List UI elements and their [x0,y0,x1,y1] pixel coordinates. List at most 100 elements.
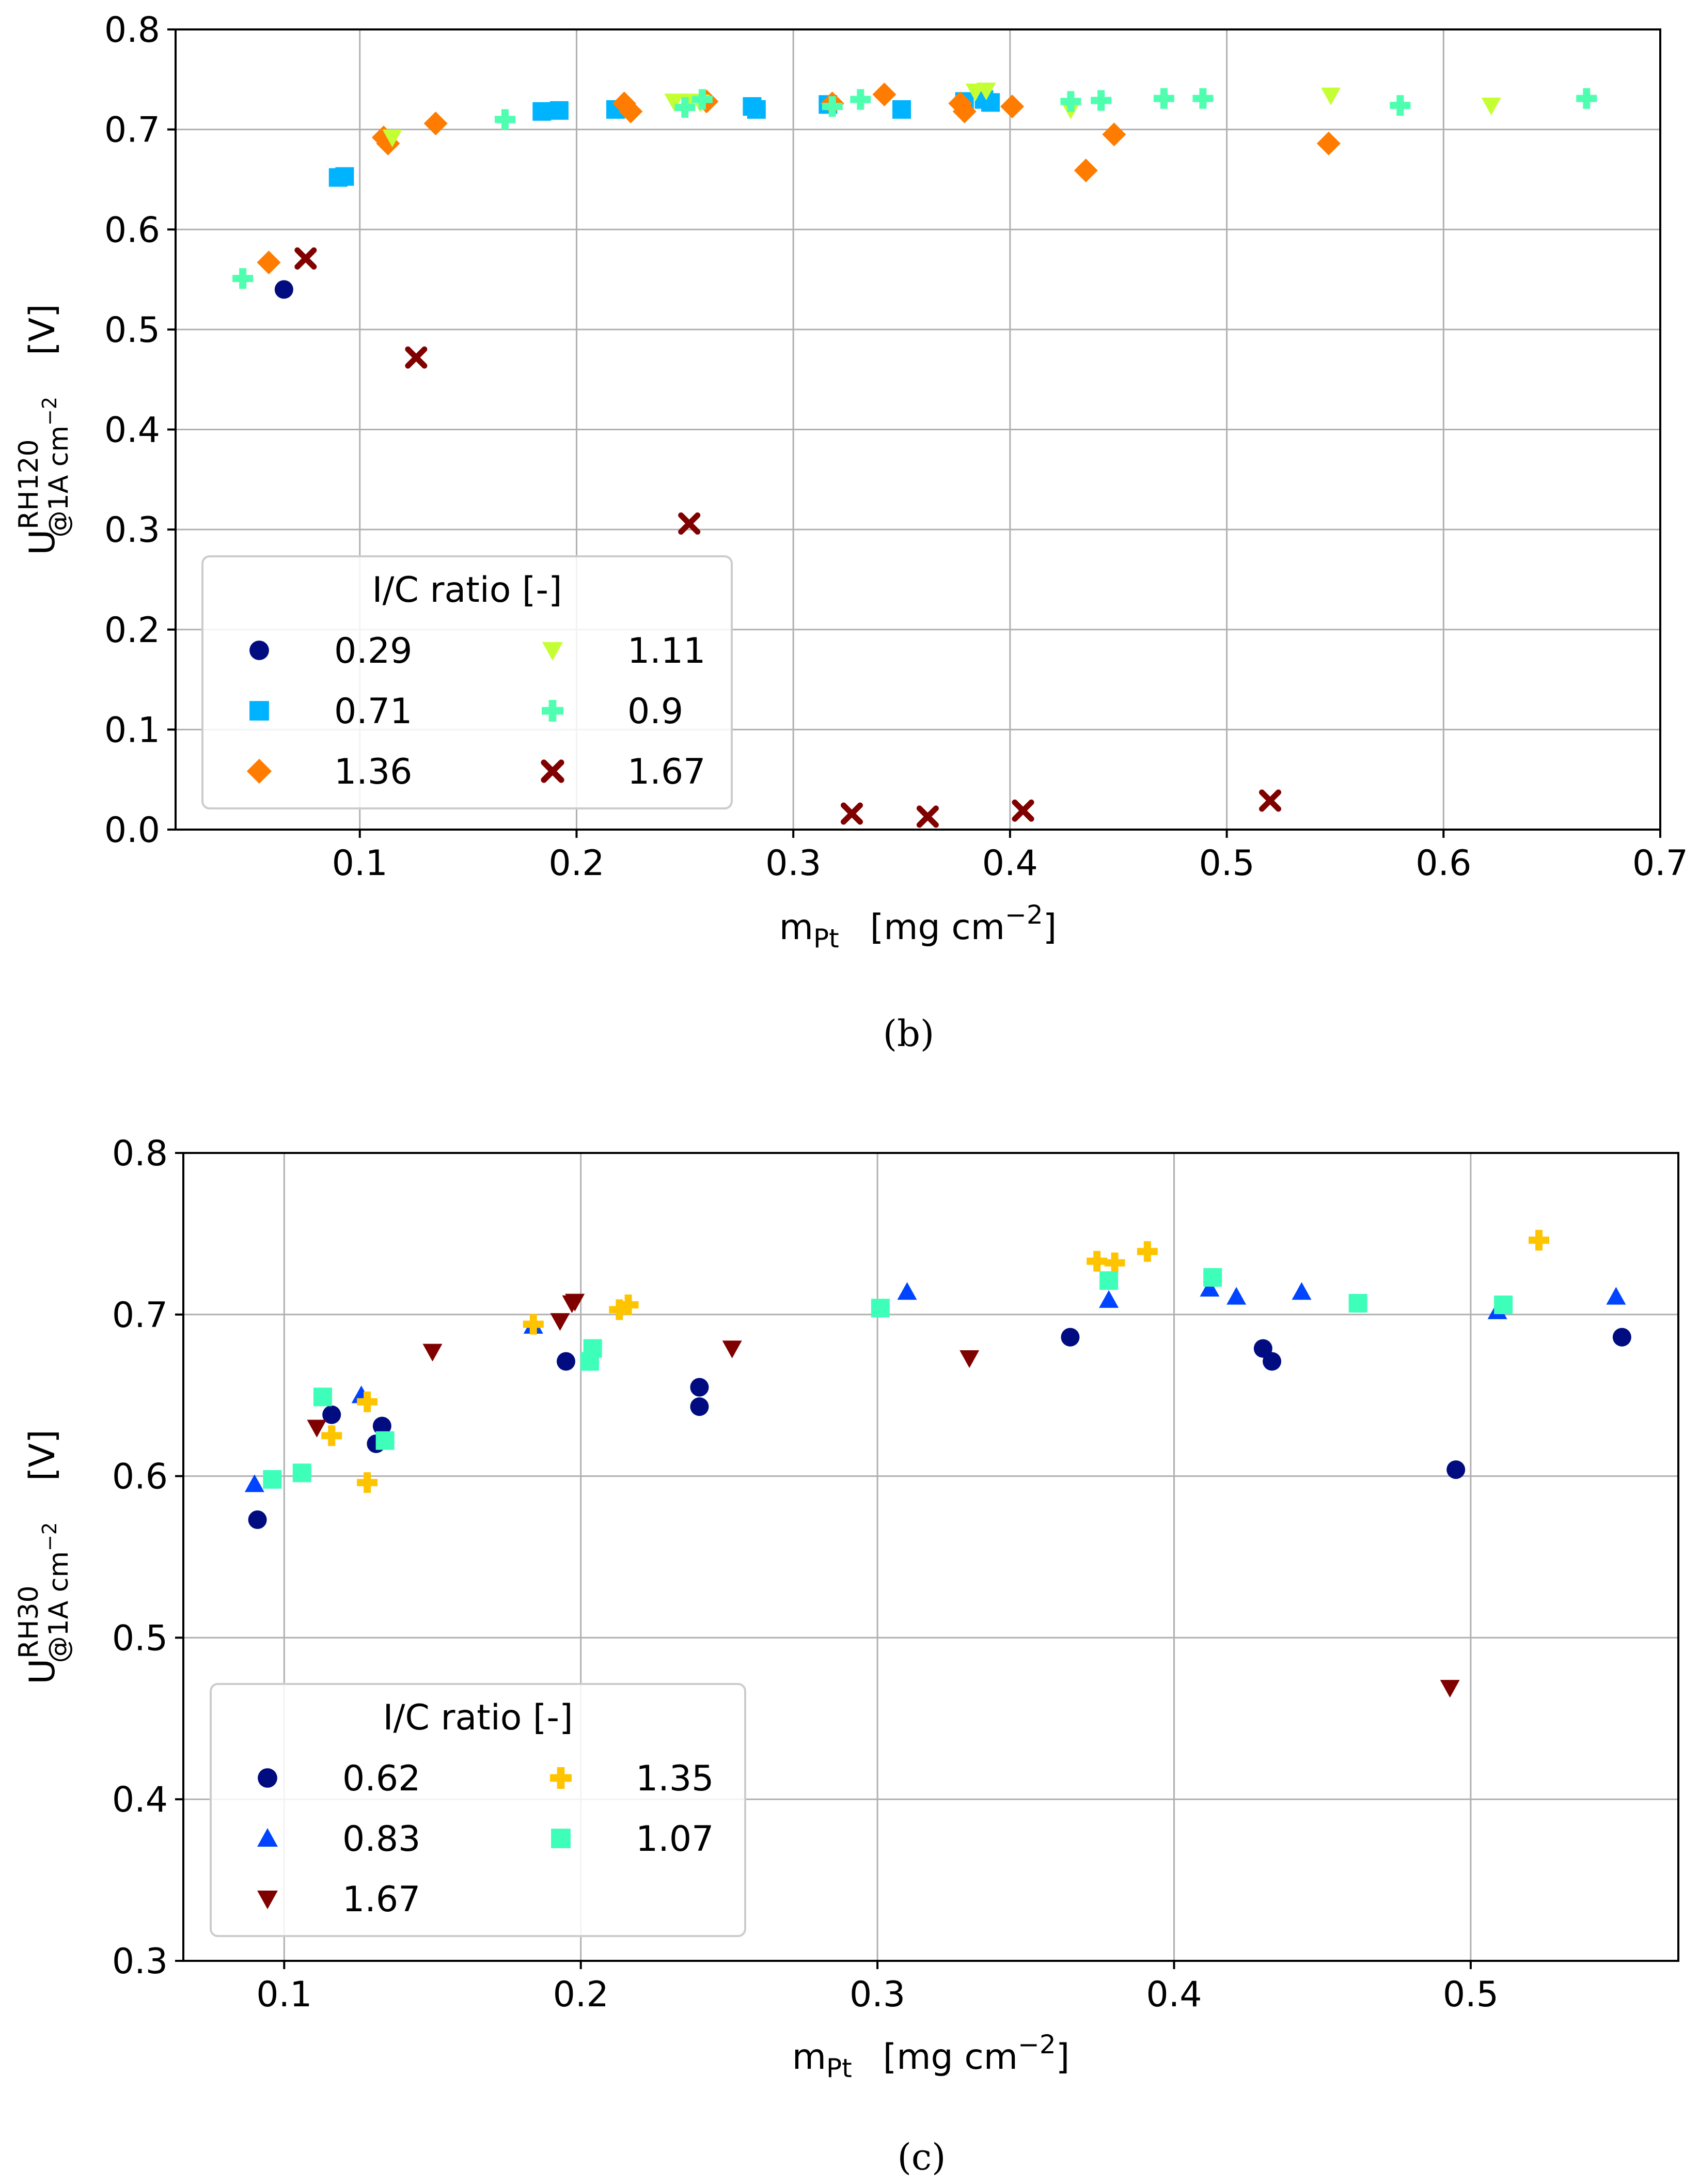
legend-title: I/C ratio [-] [383,1697,573,1738]
y-tick-label: 0.8 [104,10,160,51]
x-label-sub: Pt [826,2053,852,2083]
legend-label: 0.62 [342,1758,420,1799]
data-point [556,1352,575,1371]
data-point [382,129,402,148]
legend-label: 1.11 [627,631,705,672]
data-point [1200,1278,1220,1297]
series-1-07 [263,1268,1513,1489]
data-point [307,1419,327,1438]
series-0-62 [248,1328,1631,1530]
legend-label: 1.67 [627,752,705,792]
y-tick-label: 0.8 [112,1133,168,1174]
x-tick-label: 0.5 [1443,1974,1499,2015]
data-point [1390,95,1411,116]
data-points [232,82,1597,828]
data-point [674,97,696,118]
y-tick-label: 0.5 [112,1618,168,1659]
data-point [840,802,863,825]
data-point [335,167,354,186]
legend-marker [257,1891,278,1909]
data-point [952,99,977,123]
series-0-9 [232,88,1597,289]
x-label-unit-exp: −2 [1005,900,1043,930]
data-point [532,102,552,121]
y-label-sup: RH120 [13,439,44,529]
series-1-67 [294,247,1282,828]
data-point [1348,1293,1367,1313]
legend-marker [249,641,269,660]
y-label-sub-exp: −2 [38,1522,61,1551]
legend-marker [542,700,563,722]
data-point [892,100,911,119]
data-point [1061,1328,1080,1347]
data-point [609,1299,630,1320]
data-point [274,280,293,299]
legend-marker [550,1767,572,1789]
x-tick-label: 0.1 [332,843,388,884]
legend: I/C ratio [-] 0.29 0.71 1.36 1.11 0.9 1.67 [201,555,733,809]
data-point [722,1340,742,1359]
data-point [690,1397,709,1416]
data-point [1099,1290,1119,1308]
x-label-unit: [mg cm [883,2037,1018,2078]
series-0-71 [328,90,1000,187]
data-point [976,82,996,101]
legend-marker [258,1768,277,1788]
data-point [1321,87,1341,105]
legend-title: I/C ratio [-] [372,570,562,611]
data-point [959,1350,980,1368]
legend-label: 1.35 [636,1758,714,1799]
data-point [1091,90,1112,111]
data-point [1529,1229,1550,1251]
x-label-unit-exp: −2 [1018,2030,1056,2060]
data-point [1192,88,1214,109]
x-tick-label: 0.3 [765,843,821,884]
legend-marker [246,758,272,784]
data-point [897,1282,917,1300]
data-point [1104,1252,1125,1273]
y-label-main: U [22,1659,63,1684]
data-point [248,1510,267,1530]
data-point [619,99,643,123]
legend-box [201,555,733,809]
data-point [872,82,896,106]
data-point [664,93,684,112]
x-axis-label: mPt [mg cm−2] [779,900,1057,954]
y-tick-label: 0.0 [104,810,160,851]
data-point [372,1416,391,1436]
legend-marker [541,759,564,783]
data-point [871,1299,890,1318]
data-point [294,247,317,270]
data-point [690,1378,709,1397]
legend-label: 0.29 [334,631,412,672]
y-tick-label: 0.3 [104,510,160,551]
y-label-sub-exp: −2 [38,397,61,426]
y-tick-label: 0.1 [104,710,160,751]
data-point [321,1425,342,1446]
data-point [422,1344,443,1362]
data-point [1259,789,1282,812]
data-point [1012,799,1034,822]
data-point [357,1391,378,1412]
legend-marker [257,1828,278,1847]
y-label-unit: [V] [22,304,63,355]
legend-box [210,1683,746,1937]
data-point [1481,97,1501,116]
data-point [375,1431,395,1450]
x-tick-label: 0.2 [553,1974,609,2015]
series-1-67 [307,1293,1460,1698]
y-tick-label: 0.7 [112,1295,168,1336]
legend-label: 1.67 [342,1879,420,1920]
x-label-unit-close: ] [1056,2037,1070,2078]
data-point [1316,131,1341,155]
x-tick-label: 0.6 [1415,843,1471,884]
data-point [1087,1251,1108,1272]
data-point [1153,88,1174,109]
x-label-unit-close: ] [1043,907,1057,948]
figure-caption: (b) [883,1012,934,1055]
data-point [1440,1680,1460,1698]
data-point [850,89,871,110]
data-point [1446,1460,1466,1479]
data-point [1102,122,1126,147]
